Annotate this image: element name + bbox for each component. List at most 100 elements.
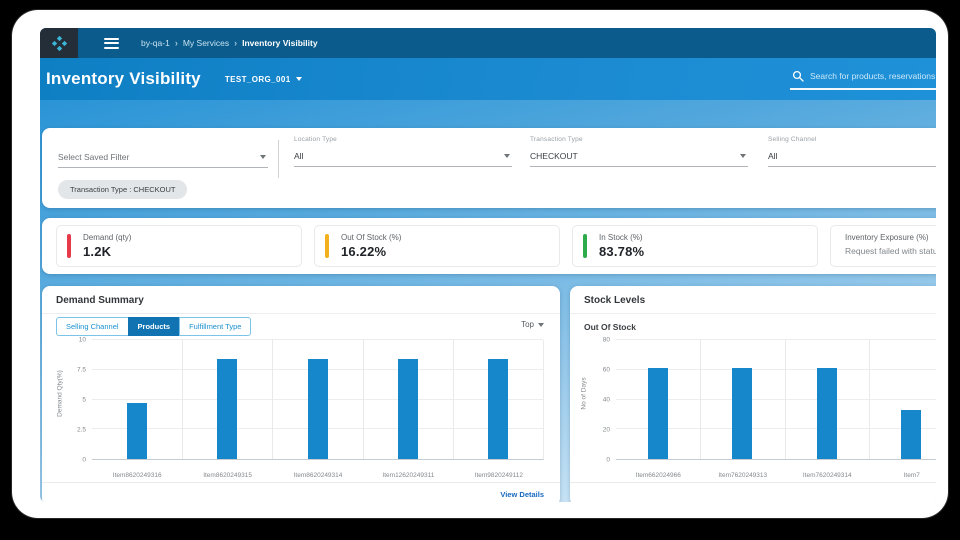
saved-filter-select[interactable]: Select Saved Filter — [58, 136, 268, 176]
x-tick-label: Item662024966 — [635, 472, 681, 479]
kpi-accent-bar — [583, 234, 587, 258]
kpi-label: Out Of Stock (%) — [341, 233, 402, 242]
chevron-down-icon — [504, 154, 510, 158]
search-input[interactable] — [810, 71, 936, 81]
window-frame: by-qa-1 › My Services › Inventory Visibi… — [12, 10, 948, 518]
kpi-card: Out Of Stock (%) 16.22% — [314, 225, 560, 267]
kpi-band: Demand (qty) 1.2K Out Of Stock (%) 16.22… — [42, 218, 936, 274]
h-gridline — [92, 339, 543, 340]
h-gridline — [616, 368, 936, 370]
x-axis-labels: Item662024966 Item7620249313 Item762024931… — [616, 468, 936, 482]
y-axis-ticks: 0 20 40 60 80 — [576, 336, 616, 464]
demand-summary-panel: Demand Summary Selling Channel Products … — [42, 286, 560, 502]
page-title: Inventory Visibility — [46, 69, 201, 88]
app-viewport: by-qa-1 › My Services › Inventory Visibi… — [40, 28, 936, 502]
v-gridline — [452, 340, 454, 459]
view-details-link[interactable]: View Details — [500, 490, 544, 499]
page-header: Inventory Visibility TEST_ORG_001 — [40, 58, 936, 100]
demand-summary-title: Demand Summary — [42, 286, 560, 314]
x-tick-label: Item8620249314 — [293, 472, 343, 479]
app-bar: by-qa-1 › My Services › Inventory Visibi… — [40, 28, 936, 58]
breadcrumb-separator-icon: › — [234, 38, 238, 48]
h-gridline — [616, 398, 936, 400]
plot-area — [92, 339, 544, 460]
breadcrumb-item-services[interactable]: My Services — [182, 38, 230, 48]
bar — [900, 409, 921, 459]
bar — [307, 359, 328, 459]
kpi-card: In Stock (%) 83.78% — [572, 225, 818, 267]
org-selector-label: TEST_ORG_001 — [224, 74, 291, 84]
x-axis-labels: Item8620249316 Item8620249315 Item86202493… — [92, 468, 544, 482]
breadcrumb: by-qa-1 › My Services › Inventory Visibi… — [141, 38, 318, 48]
stock-bar-chart: No of Days 0 20 40 60 80 Item662024966 Item76… — [576, 336, 936, 482]
transaction-type-select[interactable]: Transaction Type CHECKOUT — [530, 136, 748, 176]
y-tick-label: 7.5 — [76, 366, 86, 374]
kpi-value: 83.78% — [599, 244, 645, 259]
kpi-accent-bar — [325, 234, 329, 258]
y-tick-label: 10 — [78, 336, 86, 344]
tab-fulfillment-type[interactable]: Fulfillment Type — [179, 317, 252, 336]
transaction-type-value: CHECKOUT — [530, 151, 578, 161]
demand-tab-group: Selling Channel Products Fulfillment Typ… — [56, 317, 252, 336]
y-tick-label: 2.5 — [76, 426, 86, 434]
h-gridline — [616, 339, 936, 340]
search-box[interactable] — [790, 66, 936, 90]
kpi-card: Inventory Exposure (%) Request failed wi… — [830, 225, 936, 267]
saved-filter-placeholder: Select Saved Filter — [58, 152, 130, 162]
search-icon — [792, 70, 804, 82]
filter-chip-row: Transaction Type : CHECKOUT — [58, 180, 188, 199]
chevron-down-icon — [260, 155, 266, 159]
v-gridline — [362, 340, 364, 459]
kpi-error-message: Request failed with status — [845, 246, 936, 256]
bar — [397, 359, 418, 459]
selling-channel-select[interactable]: Selling Channel All — [768, 136, 936, 176]
transaction-type-label: Transaction Type — [530, 136, 583, 143]
selling-channel-value: All — [768, 151, 778, 161]
app-logo-icon — [51, 35, 67, 51]
filter-divider — [278, 140, 279, 178]
bar — [487, 359, 508, 459]
breadcrumb-item-env[interactable]: by-qa-1 — [141, 38, 170, 48]
y-tick-label: 5 — [82, 396, 86, 404]
tab-products[interactable]: Products — [127, 317, 181, 336]
main-content: Select Saved Filter Location Type All — [40, 100, 936, 502]
y-tick-label: 80 — [602, 336, 610, 344]
stock-levels-title: Stock Levels — [570, 286, 936, 314]
top-dropdown-label: Top — [521, 320, 534, 329]
menu-hamburger-icon[interactable] — [104, 37, 119, 49]
app-logo[interactable] — [40, 28, 78, 58]
demand-panel-footer: View Details — [42, 482, 560, 502]
kpi-label: In Stock (%) — [599, 233, 643, 242]
bar — [648, 368, 669, 459]
y-axis-ticks: 0 2.5 5 7.5 10 — [52, 336, 92, 464]
v-gridline — [182, 340, 184, 459]
y-tick-label: 0 — [82, 456, 86, 464]
stock-panel-footer — [570, 482, 936, 502]
bar — [217, 359, 238, 459]
location-type-select[interactable]: Location Type All — [294, 136, 512, 176]
bar — [732, 368, 753, 459]
stock-levels-panel: Stock Levels Out Of Stock No of Days 0 20… — [570, 286, 936, 502]
kpi-value: 16.22% — [341, 244, 387, 259]
location-type-label: Location Type — [294, 136, 337, 143]
x-tick-label: Item12620249311 — [382, 472, 435, 479]
kpi-label: Inventory Exposure (%) — [845, 233, 929, 242]
filter-panel: Select Saved Filter Location Type All — [42, 128, 936, 208]
filter-chip[interactable]: Transaction Type : CHECKOUT — [58, 180, 188, 199]
y-tick-label: 40 — [602, 396, 610, 404]
kpi-label: Demand (qty) — [83, 233, 132, 242]
x-tick-label: Item8620249315 — [203, 472, 252, 479]
bar — [816, 368, 837, 459]
chevron-down-icon — [740, 154, 746, 158]
stock-levels-subtitle: Out Of Stock — [584, 322, 636, 332]
chevron-down-icon — [538, 322, 544, 327]
x-tick-label: Item8620249316 — [112, 472, 162, 479]
location-type-value: All — [294, 151, 304, 161]
plot-area — [616, 339, 936, 460]
demand-bar-chart: Demand Qty(%) 0 2.5 5 7.5 10 Item8620249316 I… — [52, 336, 550, 482]
kpi-accent-bar — [67, 234, 71, 258]
x-tick-label: Item7620249313 — [718, 472, 768, 479]
top-dropdown[interactable]: Top — [521, 320, 544, 329]
tab-selling-channel[interactable]: Selling Channel — [56, 317, 129, 336]
org-selector[interactable]: TEST_ORG_001 — [225, 75, 302, 84]
